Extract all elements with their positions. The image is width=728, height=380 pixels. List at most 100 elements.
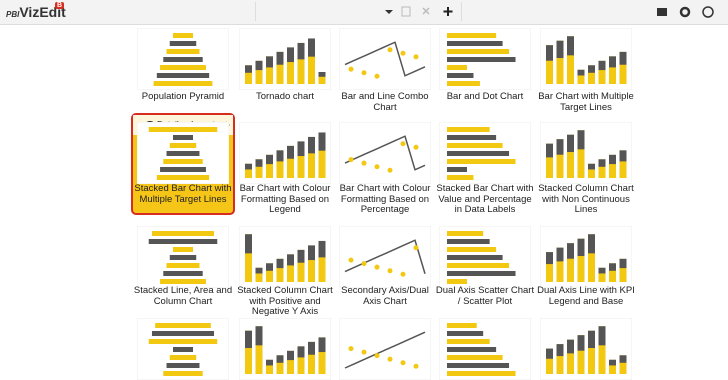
user-icon[interactable] [702,6,714,18]
thumb-shape [556,139,564,178]
thumb-shape [400,50,406,56]
thumb-shape [245,234,252,282]
thumb-shape [166,363,200,368]
tile[interactable] [536,318,636,380]
tile-title: Dual Axis Scatter Chart / Scatter Plot [435,285,535,307]
tile[interactable]: Bar Chart with Colour Formatting Based o… [235,122,335,215]
tile[interactable] [435,318,535,380]
thumb-shape [155,323,211,328]
thumb-shape [567,243,574,259]
tile[interactable] [133,318,233,380]
thumb-shape [255,60,263,71]
thumb-shape [166,49,200,54]
thumb-shape [297,249,305,263]
tile[interactable] [235,318,335,380]
thumb-shape [374,264,380,270]
thumb-shape [447,167,467,172]
tile[interactable]: Bar Chart with Multiple Target Lines [536,28,636,118]
thumb-shape [577,130,585,150]
thumb-bg [239,122,331,184]
thumb-shape [413,54,419,60]
thumbnail [540,318,632,380]
tile[interactable]: Secondary Axis/Dual Axis Chart [335,226,435,316]
tile[interactable]: Bar and Line Combo Chart [335,28,435,118]
thumb-bg [239,28,331,90]
chart-dropdown[interactable] [255,2,462,21]
tile-title: Bar and Dot Chart [446,91,524,102]
thumb-shape [276,258,284,282]
thumb-shape [447,127,490,132]
thumbnail [540,226,632,288]
thumb-shape [266,154,273,178]
add-icon[interactable] [443,7,453,16]
thumb-shape [266,359,273,366]
thumb-shape [308,245,315,282]
thumb-shape [361,160,367,166]
thumb-shape [413,144,419,150]
thumb-shape [567,339,574,354]
tile[interactable]: Stacked Bar Chart with Value and Percent… [435,122,535,215]
thumb-shape [245,163,252,178]
thumb-bg [540,28,632,90]
thumb-shape [156,175,210,180]
thumb-shape [598,159,606,167]
tile[interactable]: Stacked Column Chart with Non Continuous… [536,122,636,215]
thumb-shape [169,143,197,148]
thumb-shape [245,330,252,349]
thumbnail [239,318,331,380]
close-icon[interactable] [422,7,430,15]
tile[interactable]: Stacked Column Chart with Positive and N… [235,226,335,317]
thumbnail [339,28,431,90]
thumb-shape [447,255,503,260]
thumb-shape [348,157,354,163]
thumbnail [439,318,531,380]
thumb-shape [447,371,516,376]
thumb-shape [447,33,497,38]
thumb-shape [160,279,206,284]
tile[interactable]: Dual Axis Scatter Chart / Scatter Plot [435,226,535,316]
thumb-shape [413,245,419,251]
thumb-shape [266,56,273,68]
tile[interactable]: Bar Chart with Colour Formatting Based o… [335,122,435,215]
tile[interactable]: Stacked Bar Chart with Multiple Target L… [133,122,233,212]
thumb-shape [400,271,406,277]
tile[interactable]: Stacked Line, Area and Column Chart [133,226,233,316]
thumb-bg [540,318,632,380]
thumb-shape [447,73,474,78]
thumb-shape [245,163,252,170]
thumb-shape [173,33,193,38]
thumb-shape [577,335,585,351]
save-icon[interactable] [401,6,411,17]
tile[interactable] [335,318,435,380]
thumb-shape [166,263,200,268]
thumb-shape [255,267,263,282]
logo[interactable]: PBIVizEdit B [6,2,66,22]
settings-icon[interactable] [679,6,691,18]
thumb-shape [318,240,326,258]
thumb-shape [447,49,510,54]
tile[interactable]: Population Pyramid [133,28,233,118]
thumb-shape [447,57,516,62]
thumb-shape [447,135,497,140]
thumb-shape [447,363,510,368]
tile-title: Dual Axis Line with KPI Legend and Base [537,285,635,307]
thumb-shape [546,45,553,84]
thumb-shape [287,145,294,159]
thumb-shape [556,247,564,282]
thumb-shape [447,81,480,86]
tile[interactable]: Tornado chart [235,28,335,118]
logo-brand: VizEdit [19,4,66,20]
thumb-shape [556,40,564,59]
caret[interactable] [385,10,393,14]
thumb-bg [540,226,632,288]
thumbnail [439,226,531,288]
thumb-shape [308,136,315,178]
thumb-shape [387,167,393,173]
tile-title: Stacked Bar Chart with Value and Percent… [436,183,534,215]
thumb-shape [308,136,315,154]
tile[interactable]: Dual Axis Line with KPI Legend and Base [536,226,636,316]
mail-icon[interactable] [657,8,667,16]
tile[interactable]: Bar and Dot Chart [435,28,535,118]
thumb-shape [255,60,263,84]
